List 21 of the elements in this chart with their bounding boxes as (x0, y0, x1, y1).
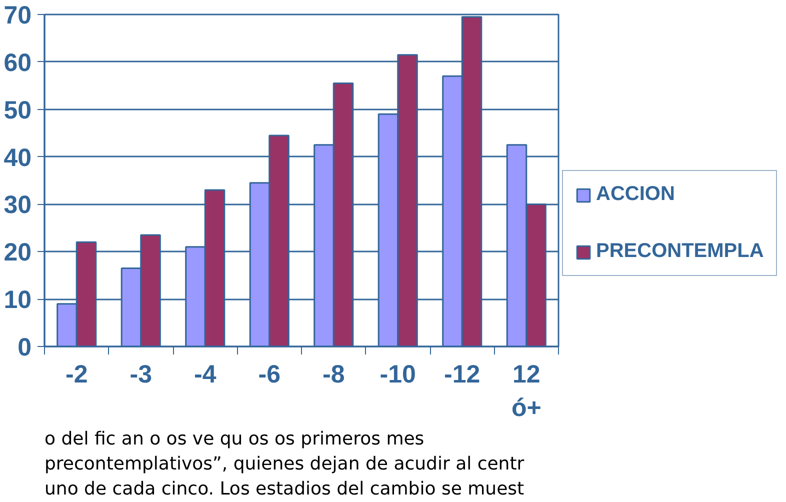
y-tick-label: 20 (4, 238, 32, 267)
text: precontemplativos”, quienes dejan de acudir al centr (44, 454, 525, 474)
x-tick-label: -4 (194, 360, 216, 388)
y-tick-label: 70 (4, 2, 32, 30)
y-tick-label: 30 (4, 191, 32, 220)
legend-label: ACCION (596, 183, 675, 206)
text: o del fic an o os ve qu os os primeros mes (44, 428, 424, 450)
legend-label: PRECONTEMPLA (596, 240, 764, 263)
y-tick-label: 40 (4, 144, 32, 172)
y-tick-label: 0 (18, 334, 32, 362)
x-tick-label: -10 (380, 360, 416, 388)
x-tick-label: 12 ó+ (511, 360, 542, 422)
y-tick-label: 50 (4, 96, 32, 124)
text: uno de cada cinco. Los estadios del cambio se muest (44, 478, 524, 500)
y-tick-label: 10 (4, 286, 32, 314)
x-tick-label: -2 (66, 360, 88, 388)
x-tick-label: -6 (258, 360, 280, 388)
x-tick-label: -12 (444, 360, 480, 388)
x-tick-label: -3 (130, 360, 152, 388)
x-tick-label: -8 (322, 360, 345, 388)
y-tick-label: 60 (4, 48, 32, 77)
